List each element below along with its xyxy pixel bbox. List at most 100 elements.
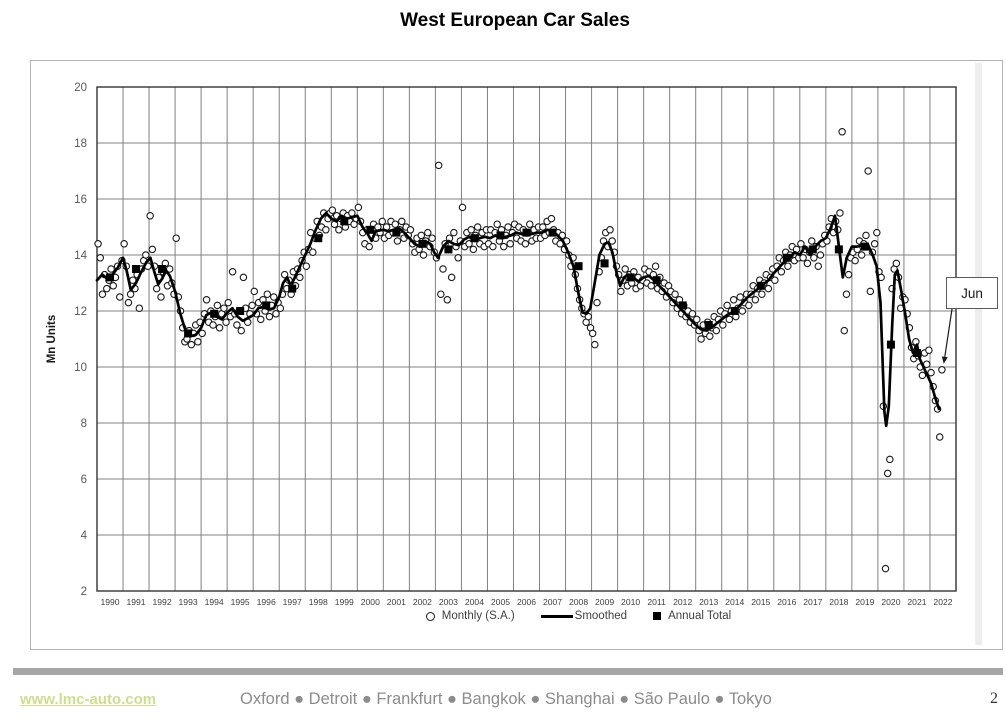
- monthly-point: [309, 248, 317, 256]
- monthly-point: [322, 226, 330, 234]
- y-tick-20: 20: [74, 82, 87, 94]
- monthly-point: [736, 293, 744, 301]
- jun-annotation-label: Jun: [961, 285, 983, 301]
- monthly-point: [237, 326, 246, 335]
- monthly-point: [424, 228, 432, 237]
- monthly-point: [215, 324, 224, 332]
- monthly-point: [467, 226, 475, 234]
- monthly-point: [651, 262, 660, 270]
- monthly-marker-icon: [425, 611, 435, 621]
- monthly-point: [886, 455, 894, 464]
- smoothed-line: [95, 211, 941, 428]
- annual-total-point: [574, 262, 583, 271]
- monthly-point: [892, 259, 901, 268]
- x-tick-2005: 2005: [491, 597, 510, 607]
- monthly-point: [157, 293, 165, 301]
- annual-total-point: [704, 321, 713, 329]
- monthly-point: [729, 296, 738, 304]
- y-tick-10: 10: [74, 362, 87, 374]
- monthly-point: [417, 231, 426, 240]
- monthly-point: [784, 262, 792, 270]
- monthly-point: [593, 298, 601, 307]
- monthly-point: [365, 242, 373, 251]
- monthly-point: [671, 290, 679, 298]
- website-link[interactable]: www.lmc-auto.com: [20, 691, 157, 708]
- x-tick-2013: 2013: [699, 597, 718, 607]
- annual-total-point: [496, 231, 505, 240]
- monthly-point: [398, 217, 406, 226]
- monthly-point: [547, 214, 556, 223]
- monthly-point: [588, 329, 597, 338]
- x-tick-1999: 1999: [335, 597, 354, 607]
- monthly-point: [142, 251, 150, 259]
- x-tick-2012: 2012: [673, 597, 692, 607]
- monthly-point: [450, 228, 458, 237]
- monthly-point: [224, 298, 232, 307]
- monthly-point: [719, 321, 727, 329]
- monthly-point: [469, 245, 478, 254]
- monthly-point: [864, 167, 872, 175]
- monthly-point: [493, 220, 501, 228]
- jun-annotation-arrow: [941, 308, 953, 364]
- monthly-point: [454, 254, 462, 262]
- annual-total-point: [418, 239, 427, 248]
- annual-total-point: [912, 349, 921, 357]
- monthly-point: [458, 203, 467, 212]
- monthly-point: [172, 234, 180, 242]
- monthly-point: [799, 254, 807, 262]
- monthly-point: [248, 301, 256, 310]
- annual-total-point: [288, 284, 297, 293]
- monthly-point: [706, 332, 714, 340]
- annual-total-point: [314, 234, 323, 243]
- annual-total-point: [886, 340, 895, 349]
- x-tick-2016: 2016: [777, 597, 796, 607]
- x-tick-1995: 1995: [231, 597, 250, 607]
- monthly-point: [771, 276, 779, 284]
- monthly-point: [688, 310, 697, 318]
- legend-annual-label: Annual Total: [668, 610, 732, 622]
- monthly-point: [866, 287, 875, 296]
- y-tick-18: 18: [74, 138, 87, 150]
- monthly-point: [712, 326, 721, 335]
- footer: www.lmc-auto.com Oxford ● Detroit ● Fran…: [0, 688, 1006, 718]
- x-tick-1993: 1993: [179, 597, 198, 607]
- monthly-point: [270, 293, 278, 301]
- annual-total-point: [652, 276, 661, 285]
- monthly-point: [838, 128, 846, 136]
- monthly-point: [938, 366, 946, 374]
- monthly-point: [239, 273, 248, 282]
- monthly-point: [187, 340, 196, 349]
- monthly-point: [354, 203, 363, 212]
- monthly-point: [738, 307, 747, 315]
- monthly-point: [925, 346, 933, 354]
- sales-plot: 2 4 6 8 10 12 14 16 18 20 1990 1991 1992 1993 1994 1995…: [46, 82, 957, 607]
- monthly-point: [465, 240, 473, 248]
- monthly-point: [647, 282, 655, 290]
- office-locations: Oxford ● Detroit ● Frankfurt ● Bangkok ●…: [240, 690, 772, 708]
- monthly-point: [434, 161, 443, 170]
- monthly-point: [276, 304, 285, 312]
- monthly-point: [844, 270, 853, 279]
- monthly-point: [257, 315, 265, 324]
- x-tick-2000: 2000: [361, 597, 380, 607]
- annual-marker-icon: [653, 612, 662, 620]
- jun-annotation-box: Jun: [946, 277, 998, 309]
- monthly-point: [265, 312, 274, 321]
- x-tick-2008: 2008: [569, 597, 588, 607]
- monthly-point: [135, 304, 144, 312]
- x-tick-2011: 2011: [647, 597, 666, 607]
- monthly-point: [810, 254, 818, 262]
- monthly-point: [751, 296, 760, 304]
- y-tick-12: 12: [74, 306, 87, 318]
- monthly-point: [842, 290, 851, 298]
- footer-divider: [13, 668, 1003, 675]
- monthly-point: [437, 290, 445, 298]
- y-axis-label: Mn Units: [46, 315, 58, 364]
- annual-total-point: [808, 245, 817, 254]
- annual-total-point: [106, 273, 115, 282]
- y-tick-14: 14: [74, 250, 87, 262]
- monthly-point: [489, 242, 497, 251]
- monthly-point: [103, 284, 111, 293]
- annual-total-point: [860, 242, 869, 251]
